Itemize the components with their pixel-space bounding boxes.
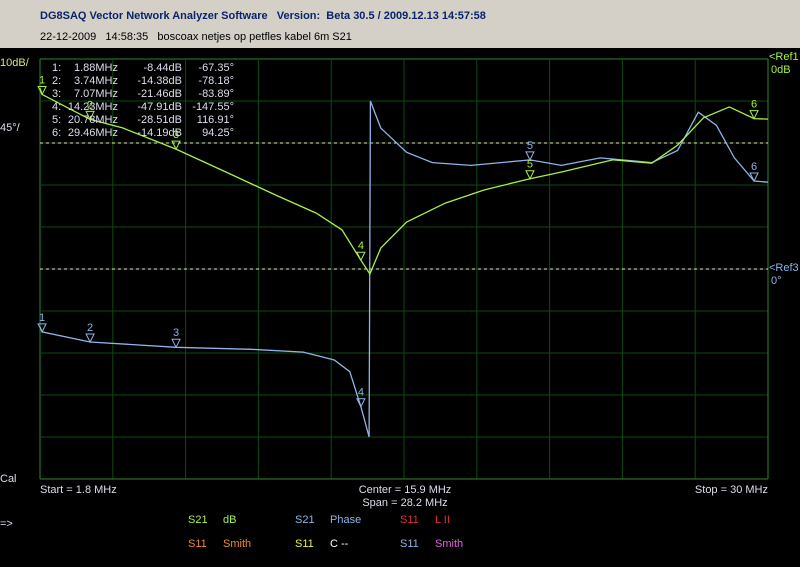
marker-number: 2 <box>87 99 93 111</box>
marker-number: 3 <box>173 327 179 339</box>
legend-kind: Phase <box>330 514 361 526</box>
marker-triangle <box>85 333 95 344</box>
legend-kind: L II <box>435 514 450 526</box>
window-title: DG8SAQ Vector Network Analyzer Software … <box>40 10 486 22</box>
marker-phase: -147.55° <box>192 101 234 113</box>
plot-panel <box>0 48 800 567</box>
ref3-value: 0° <box>771 275 782 287</box>
legend-kind: C -- <box>330 538 349 550</box>
marker-freq: 29.46MHz <box>68 127 118 139</box>
marker-triangle <box>749 172 759 183</box>
marker-phase: -78.18° <box>198 75 234 87</box>
marker-row-label: 1: <box>52 62 61 74</box>
legend-kind: dB <box>223 514 236 526</box>
center-label: Center = 15.9 MHz <box>359 484 452 496</box>
ref1-label: <Ref1 <box>769 51 799 63</box>
marker-triangle <box>749 110 759 120</box>
legend-arrow: => <box>0 518 13 530</box>
span-label: Span = 28.2 MHz <box>362 497 447 509</box>
marker-freq: 20.78MHz <box>68 114 118 126</box>
marker-number: 5 <box>527 159 533 171</box>
marker-number: 5 <box>527 140 533 152</box>
info-line: 22-12-2009 14:58:35 boscoax netjes op pe… <box>40 31 352 43</box>
marker-triangle <box>85 110 95 121</box>
legend-kind: Smith <box>223 538 251 550</box>
marker-row-label: 3: <box>52 88 61 100</box>
marker-triangle <box>356 398 366 408</box>
marker-number: 2 <box>87 322 93 334</box>
legend-kind: Smith <box>435 538 463 550</box>
legend-param: S11 <box>295 538 314 550</box>
marker-triangle <box>525 151 535 162</box>
marker-db: -8.44dB <box>143 62 182 74</box>
marker-freq: 14.23MHz <box>68 101 118 113</box>
legend-param: S11 <box>188 538 207 550</box>
legend-param: S11 <box>400 538 419 550</box>
marker-number: 4 <box>358 387 364 399</box>
marker-row-label: 5: <box>52 114 61 126</box>
phase-scale: 45°/ <box>0 122 21 134</box>
marker-phase: 116.91° <box>197 114 234 126</box>
start-label: Start = 1.8 MHz <box>40 484 117 496</box>
marker-db: -14.19dB <box>137 127 182 139</box>
marker-number: 1 <box>39 74 45 86</box>
ref3-label: <Ref3 <box>769 262 799 274</box>
marker-number: 1 <box>39 312 45 324</box>
trace <box>39 100 769 438</box>
trace <box>39 88 769 276</box>
marker-triangle <box>356 251 366 262</box>
marker-db: -28.51dB <box>137 114 182 126</box>
marker-db: -47.91dB <box>137 101 182 113</box>
marker-freq: 3.74MHz <box>74 75 118 87</box>
marker-phase: -67.35° <box>198 62 234 74</box>
marker-row-label: 4: <box>52 101 61 113</box>
marker-phase: -83.89° <box>198 88 234 100</box>
marker-triangle <box>171 140 181 151</box>
ref1-value: 0dB <box>771 64 791 76</box>
header-bar <box>0 0 800 48</box>
legend-param: S11 <box>400 514 419 526</box>
marker-row-label: 6: <box>52 127 61 139</box>
legend-param: S21 <box>295 514 315 526</box>
marker-number: 6 <box>751 99 757 111</box>
marker-db: -14.38dB <box>137 75 182 87</box>
marker-triangle <box>37 323 47 333</box>
legend-param: S21 <box>188 514 208 526</box>
marker-db: -21.46dB <box>137 88 182 100</box>
marker-triangle <box>525 170 535 180</box>
marker-phase: 94.25° <box>202 127 234 139</box>
marker-row-label: 2: <box>52 75 61 87</box>
marker-triangle <box>171 338 181 349</box>
marker-number: 6 <box>751 161 757 173</box>
marker-number: 4 <box>358 240 364 252</box>
marker-freq: 7.07MHz <box>74 88 118 100</box>
marker-freq: 1.88MHz <box>74 62 118 74</box>
db-scale: 10dB/ <box>0 57 30 69</box>
cal-label: Cal <box>0 473 17 485</box>
stop-label: Stop = 30 MHz <box>695 484 768 496</box>
marker-triangle <box>37 85 47 96</box>
marker-number: 3 <box>173 129 179 141</box>
